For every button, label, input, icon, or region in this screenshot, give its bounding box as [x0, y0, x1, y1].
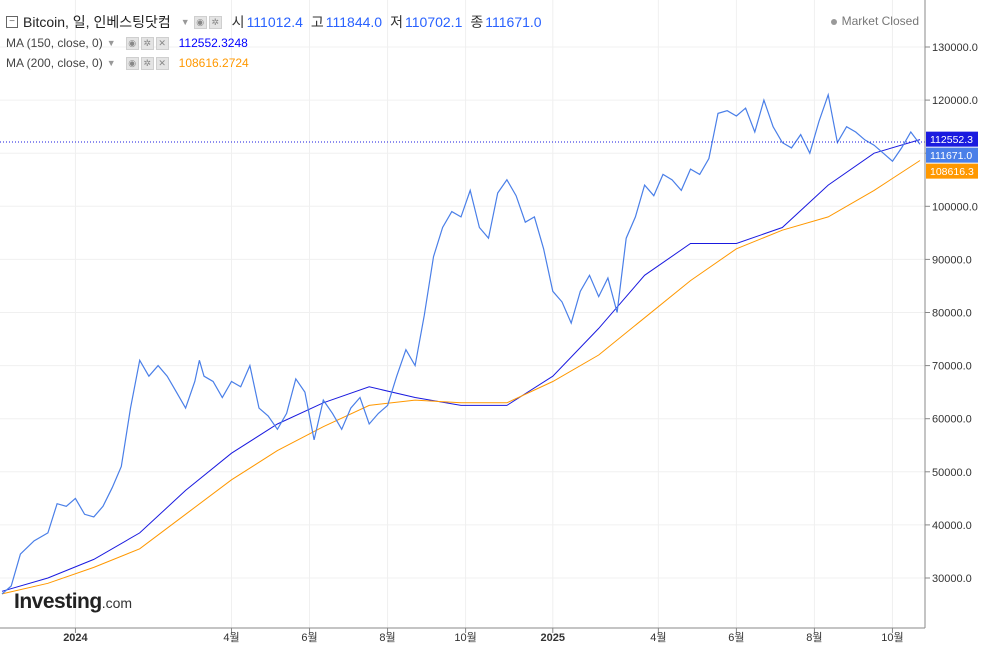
x-tick-label: 8월 — [806, 631, 822, 644]
x-axis[interactable]: 2024 4월 6월 8월 10월 2025 4월 6월 8월 10월 — [63, 628, 904, 644]
ma150-legend[interactable]: MA (150, close, 0) ▼ ◉ ✲ ✕ 112552.3248 — [6, 36, 248, 50]
ma200-caret-icon[interactable]: ▼ — [106, 58, 116, 68]
logo-suffix: .com — [101, 595, 133, 611]
y-tick-label: 120000.0 — [932, 95, 978, 107]
y-tick-label: 60000.0 — [932, 414, 972, 426]
ma200-legend[interactable]: MA (200, close, 0) ▼ ◉ ✲ ✕ 108616.2724 — [6, 56, 249, 70]
y-tick-label: 90000.0 — [932, 254, 972, 266]
y-tick-label: 30000.0 — [932, 573, 972, 585]
ma150-line — [1, 139, 921, 592]
y-tick-label: 80000.0 — [932, 308, 972, 320]
x-tick-label: 6월 — [728, 631, 744, 644]
ma200-price-tag-label: 108616.3 — [930, 166, 974, 178]
bitcoin-price-line — [1, 92, 921, 595]
close-label: 종 — [470, 14, 484, 30]
chart-title: Bitcoin, 일, 인베스팅닷컴 — [23, 14, 171, 30]
title-caret-icon[interactable]: ▼ — [180, 17, 190, 27]
collapse-icon[interactable]: − — [6, 16, 18, 28]
x-tick-label: 6월 — [301, 631, 317, 644]
open-label: 시 — [231, 14, 245, 30]
ma150-gear-icon[interactable]: ✲ — [140, 36, 154, 50]
status-dot-icon — [830, 18, 837, 25]
gear-icon[interactable]: ✲ — [208, 15, 222, 29]
ma200-value: 108616.2724 — [178, 56, 249, 70]
ma150-caret-icon[interactable]: ▼ — [106, 38, 116, 48]
x-tick-label: 8월 — [379, 631, 395, 644]
last-price-tag-bg — [926, 147, 978, 163]
ma150-close-icon[interactable]: ✕ — [155, 36, 169, 50]
eye-icon[interactable]: ◉ — [193, 15, 207, 29]
y-tick-label: 100000.0 — [932, 201, 978, 213]
y-tick-label: 50000.0 — [932, 467, 972, 479]
y-tick-label: 70000.0 — [932, 361, 972, 373]
ma150-value: 112552.3248 — [178, 36, 248, 50]
x-tick-label: 10월 — [454, 631, 476, 644]
investing-logo: Investing.com — [14, 590, 132, 614]
market-status: Market Closed — [830, 14, 919, 28]
ma200-gear-icon[interactable]: ✲ — [140, 56, 154, 70]
chart-header: − Bitcoin, 일, 인베스팅닷컴 ▼ ◉ ✲ 시 111012.4 고 … — [6, 12, 550, 32]
series-layer — [1, 92, 921, 595]
market-status-text: Market Closed — [841, 14, 919, 28]
ma200-eye-icon[interactable]: ◉ — [125, 56, 139, 70]
logo-brand: Investing — [14, 590, 102, 613]
price-tags: 112552.3 111671.0 108616.3 — [926, 131, 978, 179]
low-value: 110702.1 — [405, 14, 463, 30]
low-label: 저 — [390, 14, 403, 30]
x-tick-label: 4월 — [650, 631, 666, 644]
close-value: 111671.0 — [485, 14, 542, 30]
x-tick-label: 10월 — [881, 631, 903, 644]
last-price-tag-label: 111671.0 — [930, 150, 972, 162]
ma150-eye-icon[interactable]: ◉ — [125, 36, 139, 50]
high-label: 고 — [310, 14, 324, 30]
y-tick-label: 130000.0 — [932, 42, 978, 54]
ma200-line — [1, 160, 921, 595]
ma150-price-tag-label: 112552.3 — [930, 134, 973, 146]
ma200-close-icon[interactable]: ✕ — [155, 56, 169, 70]
open-value: 111012.4 — [246, 14, 303, 30]
grid-lines — [0, 0, 925, 628]
ma150-label: MA (150, close, 0) — [6, 36, 103, 50]
ma200-label: MA (200, close, 0) — [6, 56, 103, 70]
x-tick-label: 2025 — [541, 632, 565, 644]
ma200-price-tag-bg — [926, 163, 978, 179]
x-tick-label: 4월 — [223, 631, 239, 644]
high-value: 111844.0 — [325, 14, 383, 30]
y-tick-label: 40000.0 — [932, 520, 972, 532]
x-tick-label: 2024 — [63, 632, 88, 644]
ma150-price-tag-bg — [926, 131, 978, 147]
